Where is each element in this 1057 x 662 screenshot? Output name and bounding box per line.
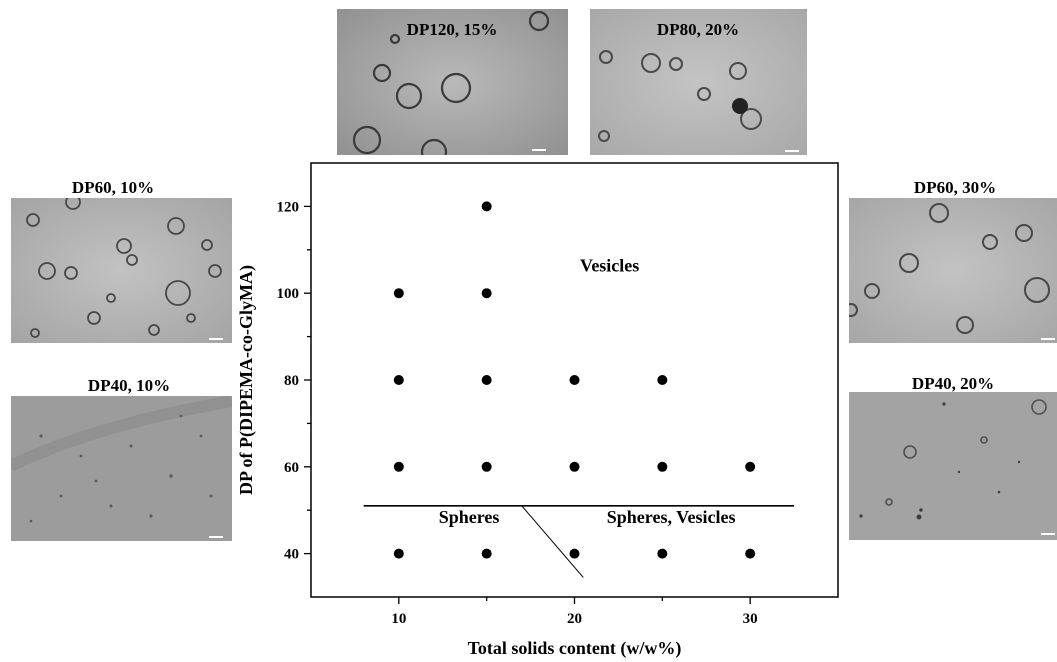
data-point: [393, 288, 404, 299]
data-point: [569, 548, 580, 559]
y-tick-label: 100: [277, 286, 300, 302]
x-axis-label: Total solids content (w/w%): [468, 638, 682, 659]
micrograph-dp60-30: [849, 198, 1057, 343]
data-point: [481, 461, 492, 472]
data-point: [393, 548, 404, 559]
region-label: Spheres: [439, 507, 500, 527]
data-point: [657, 548, 668, 559]
micrograph-dp80-20: [590, 9, 807, 155]
y-tick-label: 120: [277, 199, 300, 215]
micrograph-dp120-15: [337, 9, 568, 155]
data-point: [657, 461, 668, 472]
data-point: [657, 375, 668, 385]
x-tick-label: 30: [743, 611, 758, 627]
micrograph-title-dp60-30: DP60, 30%: [913, 178, 997, 197]
y-axis-label: DP of P(DIPEMA-co-GlyMA): [236, 265, 257, 495]
phase-boundary-line: [521, 505, 584, 578]
data-point: [481, 201, 492, 212]
region-label: Vesicles: [580, 256, 639, 276]
x-tick-label: 10: [391, 611, 406, 627]
micrograph-title-dp120-15: DP120, 15%: [406, 20, 498, 39]
micrograph-title-dp60-10: DP60, 10%: [71, 178, 155, 197]
data-point: [481, 375, 492, 385]
data-point: [481, 548, 492, 559]
micrograph-dp40-10: [11, 396, 232, 541]
data-point: [569, 375, 580, 385]
micrograph-dp60-10: [11, 198, 232, 343]
x-tick-label: 20: [567, 611, 582, 627]
data-point: [745, 461, 756, 472]
data-point: [569, 461, 580, 472]
data-point: [393, 461, 404, 472]
y-tick-label: 60: [284, 460, 299, 476]
micrograph-title-dp40-20: DP40, 20%: [911, 374, 995, 393]
y-tick-label: 40: [284, 547, 299, 563]
micrograph-dp40-20: [849, 392, 1057, 540]
region-label: Spheres, Vesicles: [607, 507, 736, 527]
y-tick-label: 80: [284, 373, 299, 389]
data-point: [745, 548, 756, 559]
micrograph-title-dp80-20: DP80, 20%: [656, 20, 740, 39]
micrograph-title-dp40-10: DP40, 10%: [87, 376, 171, 395]
data-point: [393, 375, 404, 385]
data-point: [481, 288, 492, 299]
